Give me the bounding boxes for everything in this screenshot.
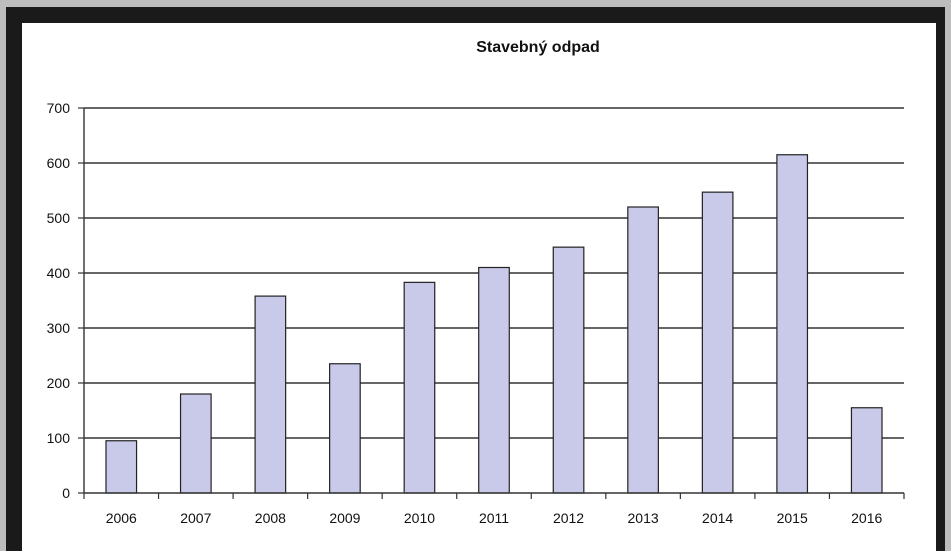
y-tick-label: 600 <box>47 155 71 171</box>
axes <box>78 107 905 499</box>
y-tick-labels: 0 100 200 300 400 500 600 700 <box>47 100 71 501</box>
bar-2013 <box>627 206 659 494</box>
x-tick-label: 2014 <box>702 510 733 526</box>
y-tick-label: 300 <box>47 320 71 336</box>
chart-title: Stavebný odpad <box>476 39 600 56</box>
y-tick-label: 0 <box>62 485 70 501</box>
bar-2014 <box>701 191 734 494</box>
x-tick-label: 2010 <box>404 510 435 526</box>
bar-2010 <box>403 281 436 494</box>
x-tick-label: 2009 <box>329 510 360 526</box>
y-tick-label: 100 <box>47 430 71 446</box>
y-tick-label: 700 <box>47 100 71 116</box>
y-tick-label: 200 <box>47 375 71 391</box>
x-tick-label: 2013 <box>628 510 659 526</box>
bar-2015 <box>776 154 809 494</box>
bar-2012 <box>552 246 585 494</box>
bar-2009 <box>329 363 361 494</box>
x-tick-labels: 2006 2007 2008 2009 2010 2011 2012 2013 2014 2015… <box>106 510 883 526</box>
x-tick-label: 2012 <box>553 510 584 526</box>
bars <box>105 154 883 494</box>
x-tick-label: 2015 <box>777 510 808 526</box>
bar-2016 <box>850 407 883 494</box>
y-tick-label: 500 <box>47 210 71 226</box>
x-tick-label: 2016 <box>851 510 882 526</box>
bar-2007 <box>179 393 212 494</box>
x-tick-label: 2011 <box>479 510 509 526</box>
x-tick-label: 2006 <box>106 510 137 526</box>
bar-2008 <box>254 295 287 494</box>
bar-2006 <box>105 440 138 494</box>
y-tick-label: 400 <box>47 265 71 281</box>
x-tick-label: 2007 <box>180 510 211 526</box>
x-tick-label: 2008 <box>255 510 286 526</box>
bar-2011 <box>478 266 510 494</box>
